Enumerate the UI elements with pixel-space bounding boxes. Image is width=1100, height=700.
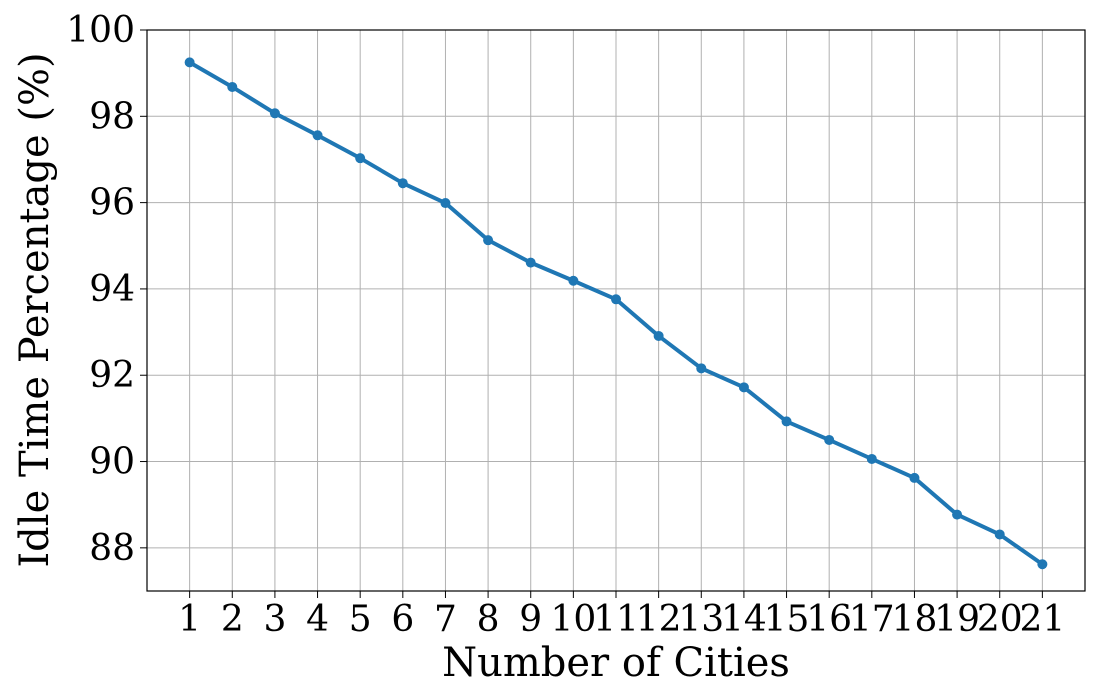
x-tick-label: 10: [550, 599, 596, 640]
x-tick-label: 1: [178, 599, 201, 640]
x-tick-label: 6: [391, 599, 414, 640]
x-tick-label: 4: [306, 599, 329, 640]
data-point: [653, 330, 664, 341]
data-series: [184, 57, 1048, 570]
y-tick-label: 92: [89, 355, 135, 396]
y-axis-title: Idle Time Percentage (%): [12, 52, 58, 567]
x-tick-label: 21: [1019, 599, 1065, 640]
data-point: [312, 130, 323, 141]
x-tick-label: 19: [934, 599, 980, 640]
data-point: [738, 382, 749, 393]
data-point: [397, 178, 408, 189]
grid-lines: [147, 29, 1085, 591]
x-tick-label: 13: [678, 599, 724, 640]
data-point: [866, 453, 877, 464]
data-point: [909, 472, 920, 483]
y-tick-label: 96: [89, 183, 135, 224]
x-tick-label: 14: [721, 599, 767, 640]
data-point: [525, 257, 536, 268]
data-point: [611, 294, 621, 305]
data-point: [483, 235, 494, 246]
data-point: [269, 108, 280, 119]
data-point: [1037, 559, 1048, 570]
x-tick-label: 11: [593, 599, 639, 640]
x-tick-label: 15: [764, 599, 810, 640]
y-tick-label: 100: [66, 10, 135, 51]
x-tick-label: 17: [849, 599, 895, 640]
data-point: [440, 198, 451, 209]
x-tick-label: 20: [977, 599, 1023, 640]
y-tick-label: 88: [89, 528, 135, 569]
data-point: [952, 509, 963, 520]
x-tick-label: 2: [221, 599, 244, 640]
data-point: [994, 529, 1005, 540]
data-point: [355, 153, 366, 164]
x-tick-label: 7: [434, 599, 457, 640]
data-point: [824, 434, 835, 445]
data-point: [227, 81, 238, 92]
y-tick-label: 94: [89, 269, 135, 310]
y-tick-label: 98: [89, 96, 135, 137]
data-point: [568, 275, 579, 286]
data-point: [781, 416, 792, 427]
x-tick-label: 18: [892, 599, 938, 640]
x-tick-label: 5: [349, 599, 372, 640]
axis-ticks: 1 2 3 4 5 6 7 8 9 1011121314151617181920218890929…: [66, 10, 1065, 640]
x-tick-label: 3: [263, 599, 286, 640]
y-tick-label: 90: [89, 442, 135, 483]
data-point: [184, 57, 195, 68]
data-point: [696, 363, 707, 374]
x-tick-label: 8: [477, 599, 500, 640]
x-tick-label: 9: [519, 599, 542, 640]
x-tick-label: 16: [806, 599, 852, 640]
x-tick-label: 12: [636, 599, 682, 640]
x-axis-title: Number of Cities: [442, 640, 790, 686]
